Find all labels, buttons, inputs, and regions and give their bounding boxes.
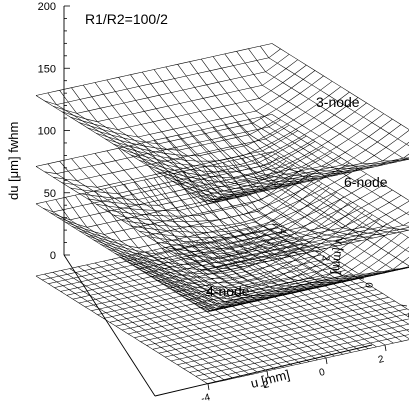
z-tick-label: 200 [38,1,56,13]
v-tick [271,223,279,226]
surface-3-node-line-v [70,64,307,130]
u-tick-label: -2 [259,379,271,392]
surface-3-node-line-v [121,97,359,167]
floor-line-v [72,246,309,300]
surface-4-node-line-u [261,153,409,253]
label-4-node: 4-node [206,283,250,299]
surface-6-node-line-v [44,119,281,174]
floor-line-v [91,258,328,311]
surface-3-node-line-v [104,86,341,157]
surface-3-node-line-u [177,64,350,175]
surface-4-node [35,151,409,313]
surface-6-node-line-u [177,135,350,244]
surface-3-node-line-v [78,70,316,138]
chart-title: R1/R2=100/2 [85,11,168,27]
surface-6-node-line-u [165,137,338,247]
surface-3-node-line-u [236,51,409,162]
surface-3-node-line-u [271,43,409,130]
surface-3-node-line-u [200,58,374,169]
z-axis-label: du [μm] fwhm [6,122,21,200]
floor-line-v [103,266,340,319]
surface-6-node-line-v [96,151,333,211]
surface-3-node-line-u [248,48,409,159]
z-tick-label: 0 [50,250,56,262]
surface-4-node-line-u [242,158,409,270]
surface-3-node-line-u [189,61,362,172]
u-tick [266,370,269,378]
v-tick-label: 0 [362,282,374,289]
z-tick-label: 150 [38,63,56,75]
surface-4-node-line-v [35,151,273,205]
surface-3-node-line-v [35,43,273,96]
floor-line-v [60,239,297,292]
surface-3-node-line-v [44,48,281,105]
floor-line-v [35,223,273,277]
surface-3-node-line-v [87,75,324,145]
v-tick-label: -2 [405,309,409,319]
surface-3-node-line-u [212,56,386,167]
v-tick [400,304,408,307]
floor-line-v [109,270,346,323]
surface-6-node-line-v [104,157,341,217]
surface-6-node-line-u [259,116,409,216]
surface-6-node-line-u [200,129,374,239]
v-tick [357,277,365,280]
floor-line-v [54,235,291,288]
label-3-node: 3-node [316,94,360,110]
surface-3-node-line-v [61,59,298,122]
surface-4-node-line-u [252,155,409,267]
surface-6-node-line-v [113,162,350,222]
v-tick-label: 2 [319,255,331,262]
surface-6-node-line-u [248,119,409,227]
surface-3-node-line-v [53,54,290,114]
u-tick [384,344,387,352]
v-tick [314,250,322,253]
surface-6-node-line-u [189,132,362,241]
surface-6-node-line-v [87,146,324,206]
surface-3-node-line-u [165,66,338,177]
floor-line-v [85,254,322,308]
floor-line-v [48,231,285,284]
u-tick-label: -4 [200,392,212,403]
u-tick [207,383,210,391]
surface-6-node-line-u [59,161,232,270]
v-axis-label: v [mm] [329,238,347,275]
surface-6-node-line-u [224,124,397,234]
label-6-node: 6-node [344,174,388,190]
surface-6-node-line-u [212,127,386,236]
surface-6-node-line-v [121,168,359,228]
u-tick-label: 2 [377,354,385,366]
v-tick-label: 4 [276,228,288,235]
surface-3-node [35,43,409,204]
surface-3-node-line-v [113,91,350,162]
surface-6-node-line-u [236,122,409,231]
u-axis-label: u [mm] [249,367,291,391]
surface-3-node-line-u [224,53,397,164]
z-tick-label: 100 [38,126,56,138]
surface-3-node-line-u [259,45,409,147]
u-tick-label: 0 [318,367,326,379]
floor-line-v [115,273,352,327]
surface-3-node-line-v [96,81,333,151]
surface-4-node-line-u [271,151,409,239]
floor-line-v [42,227,279,281]
surface-4-node-line-v [64,169,301,235]
u-tick [325,357,328,365]
surface-6-node-line-v [35,114,273,167]
floor-line-v [97,262,334,315]
surface-6-node-line-v [53,124,290,181]
base-front-left-edge [63,254,156,397]
surface-6-node-line-v [61,130,298,188]
u-axis-line [154,344,373,397]
z-tick-label: 50 [44,188,56,200]
